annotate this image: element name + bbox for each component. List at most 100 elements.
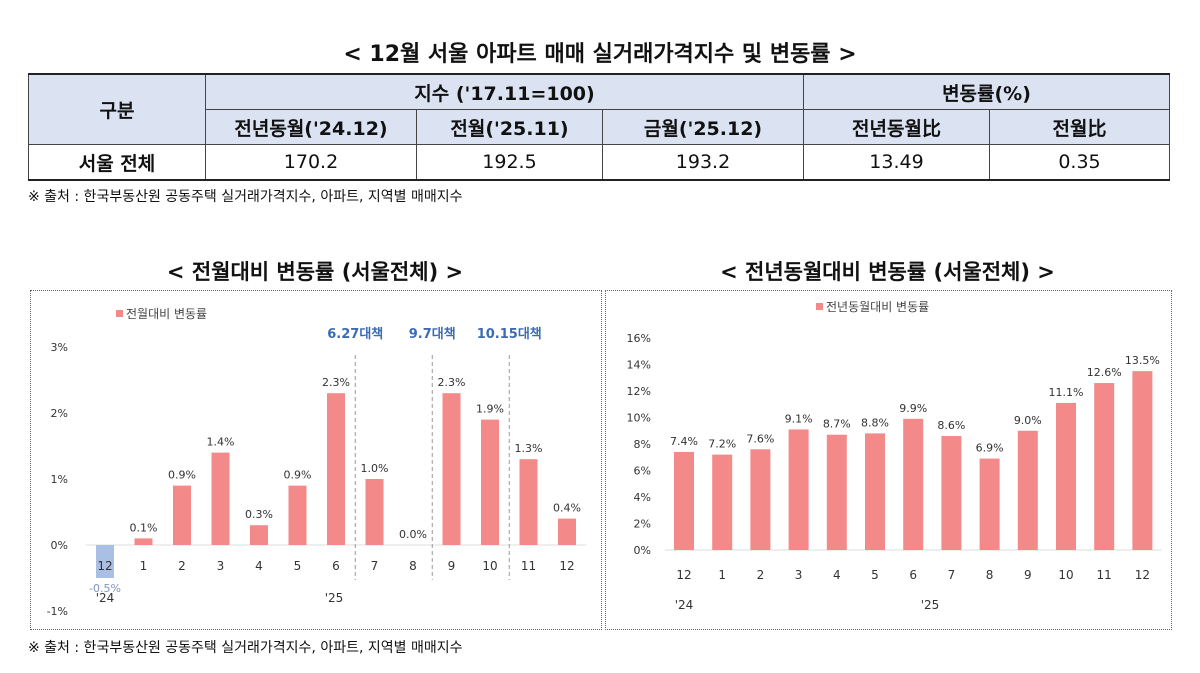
x-tick-label: 1: [718, 568, 726, 582]
data-label: 8.7%: [823, 418, 851, 431]
data-label: 1.9%: [476, 403, 504, 416]
chart-mom-frame: [30, 290, 602, 630]
legend-swatch: [116, 310, 123, 317]
bar: [826, 434, 847, 550]
x-tick-label: 6: [332, 559, 340, 573]
bar: [1017, 430, 1038, 550]
data-label: 2.3%: [322, 376, 350, 389]
legend-swatch: [816, 303, 823, 310]
data-label: 12.6%: [1087, 366, 1122, 379]
cell: 170.2: [205, 144, 417, 181]
y-tick-label: 2%: [634, 518, 651, 531]
data-label: 2.3%: [438, 376, 466, 389]
data-label: 8.6%: [937, 419, 965, 432]
policy-annotation: 9.7대책: [409, 327, 456, 342]
x-tick-label: 11: [1097, 568, 1112, 582]
data-label: 1.3%: [515, 442, 543, 455]
x-tick-label: 11: [521, 559, 536, 573]
data-label: -0.5%: [89, 582, 121, 595]
cell: 0.35: [989, 144, 1170, 181]
y-tick-label: 0%: [634, 544, 651, 557]
subheader: 전월比: [989, 109, 1170, 145]
y-tick-label: 8%: [634, 438, 651, 451]
source-note: ※ 출처 : 한국부동산원 공동주택 실거래가격지수, 아파트, 지역별 매매지…: [28, 189, 463, 205]
data-label: 1.4%: [207, 436, 235, 449]
x-tick-label: 10: [482, 559, 497, 573]
data-label: 7.2%: [708, 438, 736, 451]
data-label: 0.0%: [399, 528, 427, 541]
y-tick-label: 16%: [627, 332, 651, 345]
bar: [173, 485, 191, 545]
row-label: 서울 전체: [28, 144, 206, 181]
data-label: 0.1%: [130, 521, 158, 534]
index-table: 구분 지수 ('17.11=100) 변동률(%) 전년동월('24.12) 전…: [28, 73, 1170, 181]
legend-label: 전년동월대비 변동률: [826, 300, 929, 314]
cell: 13.49: [803, 144, 990, 181]
x-tick-label: 8: [986, 568, 994, 582]
x-tick-label: 6: [909, 568, 917, 582]
cell: 192.5: [416, 144, 603, 181]
x-tick-label: 4: [255, 559, 263, 573]
bar: [712, 454, 733, 550]
data-label: 0.9%: [284, 469, 312, 482]
source-note: ※ 출처 : 한국부동산원 공동주택 실거래가격지수, 아파트, 지역별 매매지…: [28, 640, 463, 656]
x-tick-label: 5: [871, 568, 879, 582]
header-rate: 변동률(%): [803, 73, 1170, 110]
chart-yoy-frame: [605, 290, 1172, 630]
y-tick-label: 2%: [51, 407, 68, 420]
data-label: 0.4%: [553, 502, 581, 515]
data-label: 0.3%: [245, 508, 273, 521]
x-tick-label: 12: [559, 559, 574, 573]
bar: [288, 485, 307, 545]
bar: [788, 429, 809, 550]
bar: [979, 458, 1000, 550]
bar: [250, 525, 268, 545]
bar: [365, 479, 384, 545]
data-label: 9.9%: [899, 402, 927, 415]
x-tick-label: 4: [833, 568, 841, 582]
table-row: 서울 전체 170.2 192.5 193.2 13.49 0.35: [28, 144, 1170, 181]
subheader: 금월('25.12): [602, 109, 804, 145]
legend-label: 전월대비 변동률: [126, 307, 207, 321]
y-tick-label: 12%: [627, 385, 651, 398]
x-tick-label: 9: [448, 559, 456, 573]
bar: [327, 393, 345, 545]
bar: [442, 393, 461, 545]
x-tick-label: 2: [757, 568, 765, 582]
bar: [1132, 371, 1153, 550]
y-tick-label: 14%: [627, 359, 651, 372]
subheader: 전년동월('24.12): [205, 109, 417, 145]
data-label: 13.5%: [1125, 354, 1160, 367]
y-tick-label: 4%: [634, 491, 651, 504]
x-tick-label: 12: [97, 559, 112, 573]
bar: [481, 419, 499, 545]
x-tick-label: 12: [1135, 568, 1150, 582]
data-label: 11.1%: [1049, 386, 1084, 399]
chart-title-yoy: < 전년동월대비 변동률 (서울전체) >: [720, 260, 1055, 284]
x-tick-label: 8: [409, 559, 417, 573]
data-label: 8.8%: [861, 416, 889, 429]
y-tick-label: 6%: [634, 465, 651, 478]
bar: [750, 449, 771, 550]
x-tick-label: 7: [948, 568, 956, 582]
x-tick-label: 3: [217, 559, 225, 573]
x-tick-label: 7: [371, 559, 379, 573]
cell: 193.2: [602, 144, 804, 181]
policy-annotation: 6.27대책: [327, 327, 383, 342]
data-label: 9.0%: [1014, 414, 1042, 427]
year-label: '24: [96, 591, 115, 605]
bar: [1056, 402, 1076, 550]
y-tick-label: 3%: [51, 341, 68, 354]
data-label: 6.9%: [976, 442, 1004, 455]
y-tick-label: 0%: [51, 539, 68, 552]
data-label: 0.9%: [168, 469, 196, 482]
bar: [211, 452, 230, 545]
data-label: 1.0%: [361, 462, 389, 475]
data-label: 7.4%: [670, 435, 698, 448]
x-tick-label: 2: [178, 559, 186, 573]
year-label: '25: [325, 591, 344, 605]
year-label: '25: [921, 598, 940, 612]
page-title: < 12월 서울 아파트 매매 실거래가격지수 및 변동률 >: [343, 42, 857, 67]
bar: [674, 451, 694, 550]
